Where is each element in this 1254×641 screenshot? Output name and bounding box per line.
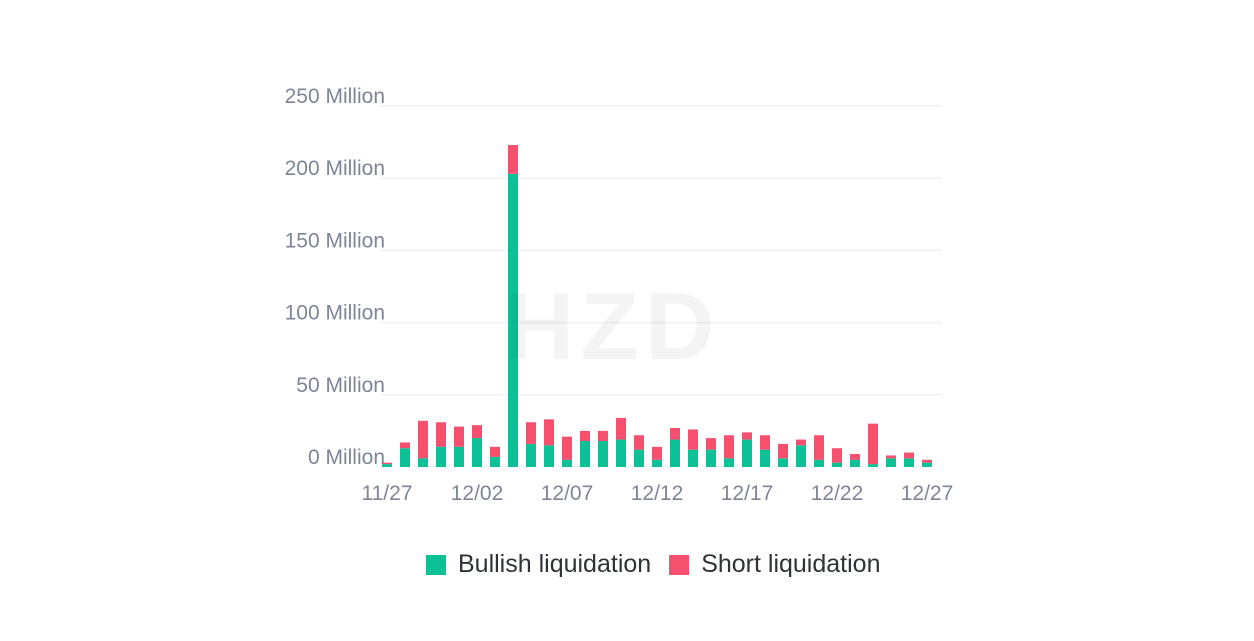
bar-bullish-liquidation[interactable]	[724, 458, 734, 467]
y-tick-label: 100 Million	[285, 302, 385, 325]
legend-label-short: Short liquidation	[701, 550, 881, 578]
x-tick-label: 12/02	[451, 482, 504, 505]
x-tick-label: 12/12	[631, 482, 684, 505]
bar-short-liquidation[interactable]	[706, 438, 716, 450]
y-tick-label: 0 Million	[308, 446, 385, 469]
x-tick-label: 12/17	[721, 482, 774, 505]
bar-bullish-liquidation[interactable]	[868, 464, 878, 467]
bar-short-liquidation[interactable]	[436, 422, 446, 447]
bar-short-liquidation[interactable]	[904, 452, 914, 459]
bar-short-liquidation[interactable]	[508, 144, 518, 174]
bar-short-liquidation[interactable]	[868, 423, 878, 465]
bar-bullish-liquidation[interactable]	[922, 462, 932, 467]
bar-short-liquidation[interactable]	[922, 459, 932, 463]
legend-item-short[interactable]: Short liquidation	[669, 550, 880, 579]
bar-bullish-liquidation[interactable]	[832, 462, 842, 467]
bar-short-liquidation[interactable]	[544, 419, 554, 446]
bar-bullish-liquidation[interactable]	[400, 448, 410, 467]
bars	[382, 144, 932, 468]
bar-short-liquidation[interactable]	[562, 436, 572, 460]
bar-bullish-liquidation[interactable]	[688, 449, 698, 467]
bar-bullish-liquidation[interactable]	[454, 446, 464, 467]
x-tick-label: 11/27	[362, 482, 413, 505]
bar-short-liquidation[interactable]	[652, 446, 662, 460]
bar-short-liquidation[interactable]	[490, 446, 500, 457]
legend: Bullish liquidation Short liquidation	[426, 550, 898, 579]
bar-short-liquidation[interactable]	[724, 435, 734, 459]
x-axis-labels: 11/27 12/02 12/07 12/12 12/17 12/22 12/27	[362, 482, 954, 505]
bar-bullish-liquidation[interactable]	[652, 459, 662, 467]
x-tick-label: 12/27	[901, 482, 954, 505]
legend-item-bullish[interactable]: Bullish liquidation	[426, 550, 651, 579]
bar-bullish-liquidation[interactable]	[436, 446, 446, 467]
bar-bullish-liquidation[interactable]	[904, 458, 914, 467]
bar-bullish-liquidation[interactable]	[418, 458, 428, 467]
bar-bullish-liquidation[interactable]	[544, 445, 554, 467]
bar-short-liquidation[interactable]	[634, 435, 644, 450]
bar-short-liquidation[interactable]	[886, 455, 896, 459]
bar-bullish-liquidation[interactable]	[742, 439, 752, 467]
bar-bullish-liquidation[interactable]	[778, 458, 788, 467]
bar-short-liquidation[interactable]	[580, 430, 590, 442]
y-axis-labels: 250 Million 200 Million 150 Million 100 Mil…	[285, 85, 385, 469]
y-tick-label: 150 Million	[285, 229, 385, 252]
bar-short-liquidation[interactable]	[400, 442, 410, 449]
bar-short-liquidation[interactable]	[670, 428, 680, 440]
bar-bullish-liquidation[interactable]	[562, 459, 572, 467]
bar-short-liquidation[interactable]	[382, 462, 392, 465]
grid-lines	[380, 105, 942, 396]
bar-bullish-liquidation[interactable]	[526, 443, 536, 467]
bar-short-liquidation[interactable]	[742, 432, 752, 440]
y-tick-label: 200 Million	[285, 157, 385, 180]
bar-short-liquidation[interactable]	[616, 417, 626, 440]
y-tick-label: 50 Million	[296, 374, 385, 397]
bar-short-liquidation[interactable]	[832, 448, 842, 463]
bar-bullish-liquidation[interactable]	[706, 449, 716, 467]
legend-swatch-bullish	[426, 554, 446, 575]
bar-bullish-liquidation[interactable]	[616, 439, 626, 467]
bar-short-liquidation[interactable]	[760, 435, 770, 450]
bar-short-liquidation[interactable]	[688, 429, 698, 450]
bar-bullish-liquidation[interactable]	[634, 449, 644, 467]
bar-short-liquidation[interactable]	[814, 435, 824, 460]
bar-short-liquidation[interactable]	[598, 430, 608, 442]
bar-bullish-liquidation[interactable]	[760, 449, 770, 467]
bar-bullish-liquidation[interactable]	[670, 439, 680, 467]
bar-short-liquidation[interactable]	[418, 420, 428, 459]
legend-label-bullish: Bullish liquidation	[458, 550, 652, 578]
y-tick-label: 250 Million	[285, 85, 385, 108]
bar-bullish-liquidation[interactable]	[472, 438, 482, 467]
x-tick-label: 12/07	[541, 482, 594, 505]
bar-bullish-liquidation[interactable]	[850, 459, 860, 467]
watermark-logo: HZD	[505, 272, 720, 382]
bar-bullish-liquidation[interactable]	[508, 173, 518, 468]
bar-short-liquidation[interactable]	[526, 422, 536, 444]
legend-swatch-short	[669, 554, 690, 575]
bar-short-liquidation[interactable]	[796, 439, 806, 446]
bar-short-liquidation[interactable]	[472, 425, 482, 439]
bar-short-liquidation[interactable]	[778, 443, 788, 459]
bar-bullish-liquidation[interactable]	[382, 464, 392, 467]
bar-bullish-liquidation[interactable]	[886, 458, 896, 467]
bar-bullish-liquidation[interactable]	[814, 459, 824, 467]
bar-bullish-liquidation[interactable]	[796, 445, 806, 467]
bar-bullish-liquidation[interactable]	[598, 441, 608, 467]
bar-bullish-liquidation[interactable]	[580, 441, 590, 467]
bar-short-liquidation[interactable]	[850, 454, 860, 460]
bar-bullish-liquidation[interactable]	[490, 456, 500, 467]
x-tick-label: 12/22	[811, 482, 864, 505]
bar-short-liquidation[interactable]	[454, 426, 464, 447]
